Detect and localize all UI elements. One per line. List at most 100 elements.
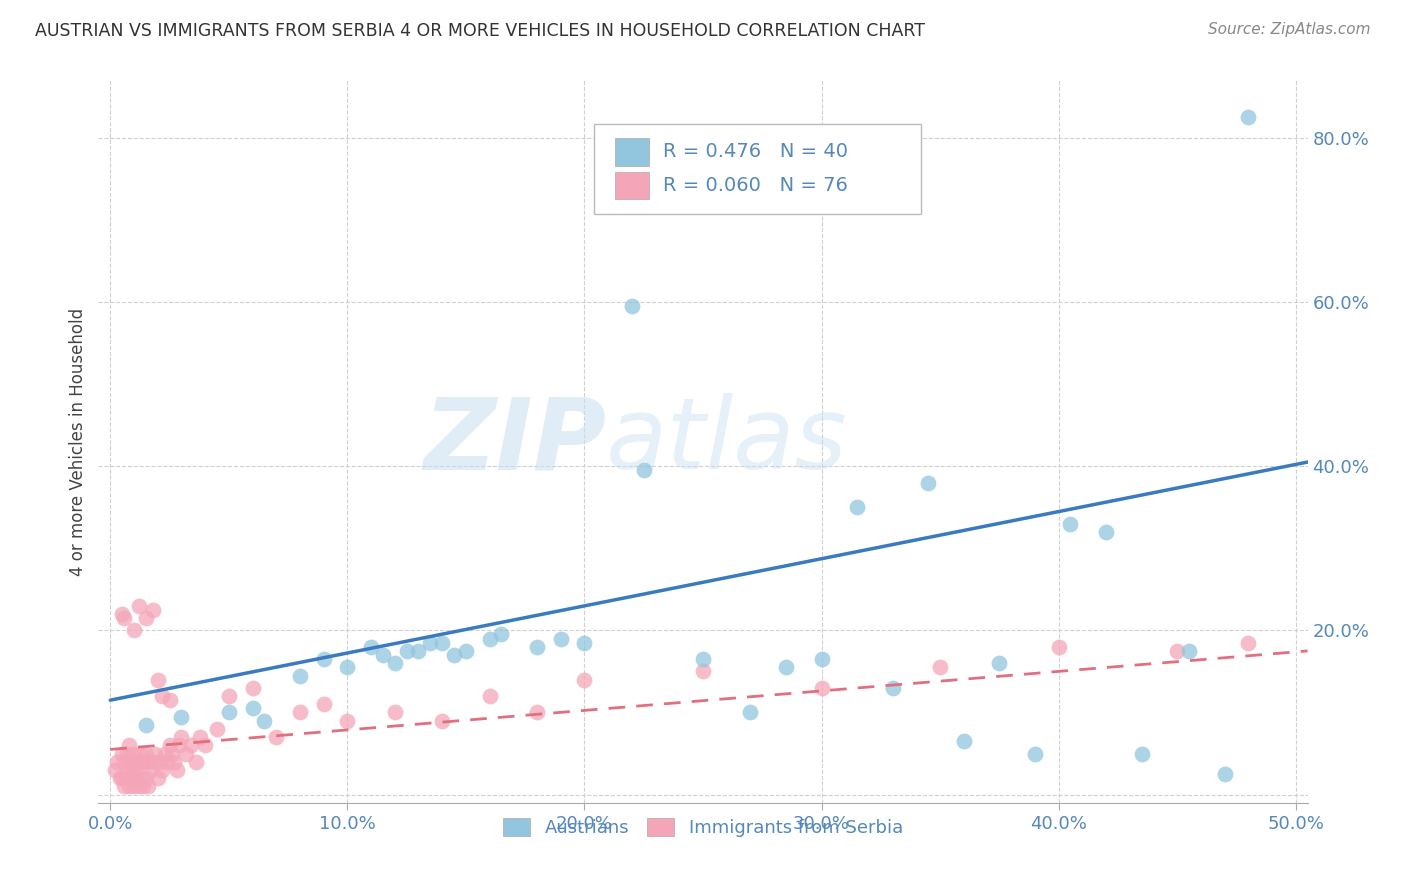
Point [170,730,193,744]
Point [432,636,454,650]
Point [135,718,157,732]
Point [139,763,162,777]
Text: AUSTRIAN VS IMMIGRANTS FROM SERBIA 4 OR MORE VEHICLES IN HOUSEHOLD CORRELATION C: AUSTRIAN VS IMMIGRANTS FROM SERBIA 4 OR … [35,22,925,40]
Point [163,755,186,769]
Point [159,693,181,707]
Point [146,771,169,785]
Point [115,763,138,777]
Point [692,665,714,679]
Point [149,755,172,769]
Point [454,644,477,658]
Point [775,660,797,674]
Point [190,730,212,744]
Point [312,698,335,712]
Point [408,644,430,658]
Point [443,648,465,662]
Point [1178,644,1201,658]
Point [184,755,207,769]
Point [574,673,596,687]
Point [633,463,655,477]
Point [180,739,202,753]
Point [1130,747,1153,761]
Point [167,739,190,753]
Point [312,652,335,666]
Point [1059,516,1081,531]
Point [121,763,143,777]
Text: R = 0.476   N = 40: R = 0.476 N = 40 [664,143,848,161]
Point [550,632,572,646]
Point [1237,636,1260,650]
Point [104,763,127,777]
Point [114,611,136,625]
Y-axis label: 4 or more Vehicles in Household: 4 or more Vehicles in Household [69,308,87,575]
Point [132,755,155,769]
Point [105,755,128,769]
Point [153,747,176,761]
Point [166,763,188,777]
Point [692,652,714,666]
Point [336,660,359,674]
Point [526,706,548,720]
Point [121,771,143,785]
Point [264,730,287,744]
Point [491,627,513,641]
Point [152,763,174,777]
Point [114,755,136,769]
Bar [614,172,648,200]
Point [952,734,974,748]
Point [128,780,150,794]
Point [384,657,406,671]
Point [111,607,134,621]
Point [478,689,501,703]
Point [125,763,148,777]
Point [115,771,138,785]
Point [174,747,197,761]
Point [146,673,169,687]
Point [194,739,217,753]
FancyBboxPatch shape [595,124,921,214]
Point [929,660,952,674]
Point [115,747,138,761]
Point [118,755,141,769]
Point [136,780,159,794]
Point [108,771,131,785]
Point [142,603,165,617]
Point [336,714,359,728]
Point [122,624,145,638]
Point [242,701,264,715]
Point [288,706,311,720]
Point [288,668,311,682]
Point [129,771,152,785]
Point [810,652,832,666]
Point [620,299,643,313]
Point [136,755,159,769]
Text: atlas: atlas [606,393,848,490]
Point [371,648,394,662]
Point [111,747,134,761]
Point [395,644,418,658]
Point [917,475,939,490]
Point [135,771,157,785]
Point [1166,644,1188,658]
Point [143,747,166,761]
Point [159,739,181,753]
Point [128,755,150,769]
Text: Source: ZipAtlas.com: Source: ZipAtlas.com [1208,22,1371,37]
Point [135,611,157,625]
Point [432,714,454,728]
Point [988,657,1011,671]
Point [111,771,134,785]
Point [1024,747,1046,761]
Point [129,747,152,761]
Point [205,722,228,736]
Point [114,780,136,794]
Text: R = 0.060   N = 76: R = 0.060 N = 76 [664,177,848,195]
Point [478,632,501,646]
Point [125,771,148,785]
Point [170,709,193,723]
Text: ZIP: ZIP [423,393,606,490]
Point [253,714,276,728]
Point [118,780,141,794]
Point [152,689,174,703]
Point [242,681,264,695]
